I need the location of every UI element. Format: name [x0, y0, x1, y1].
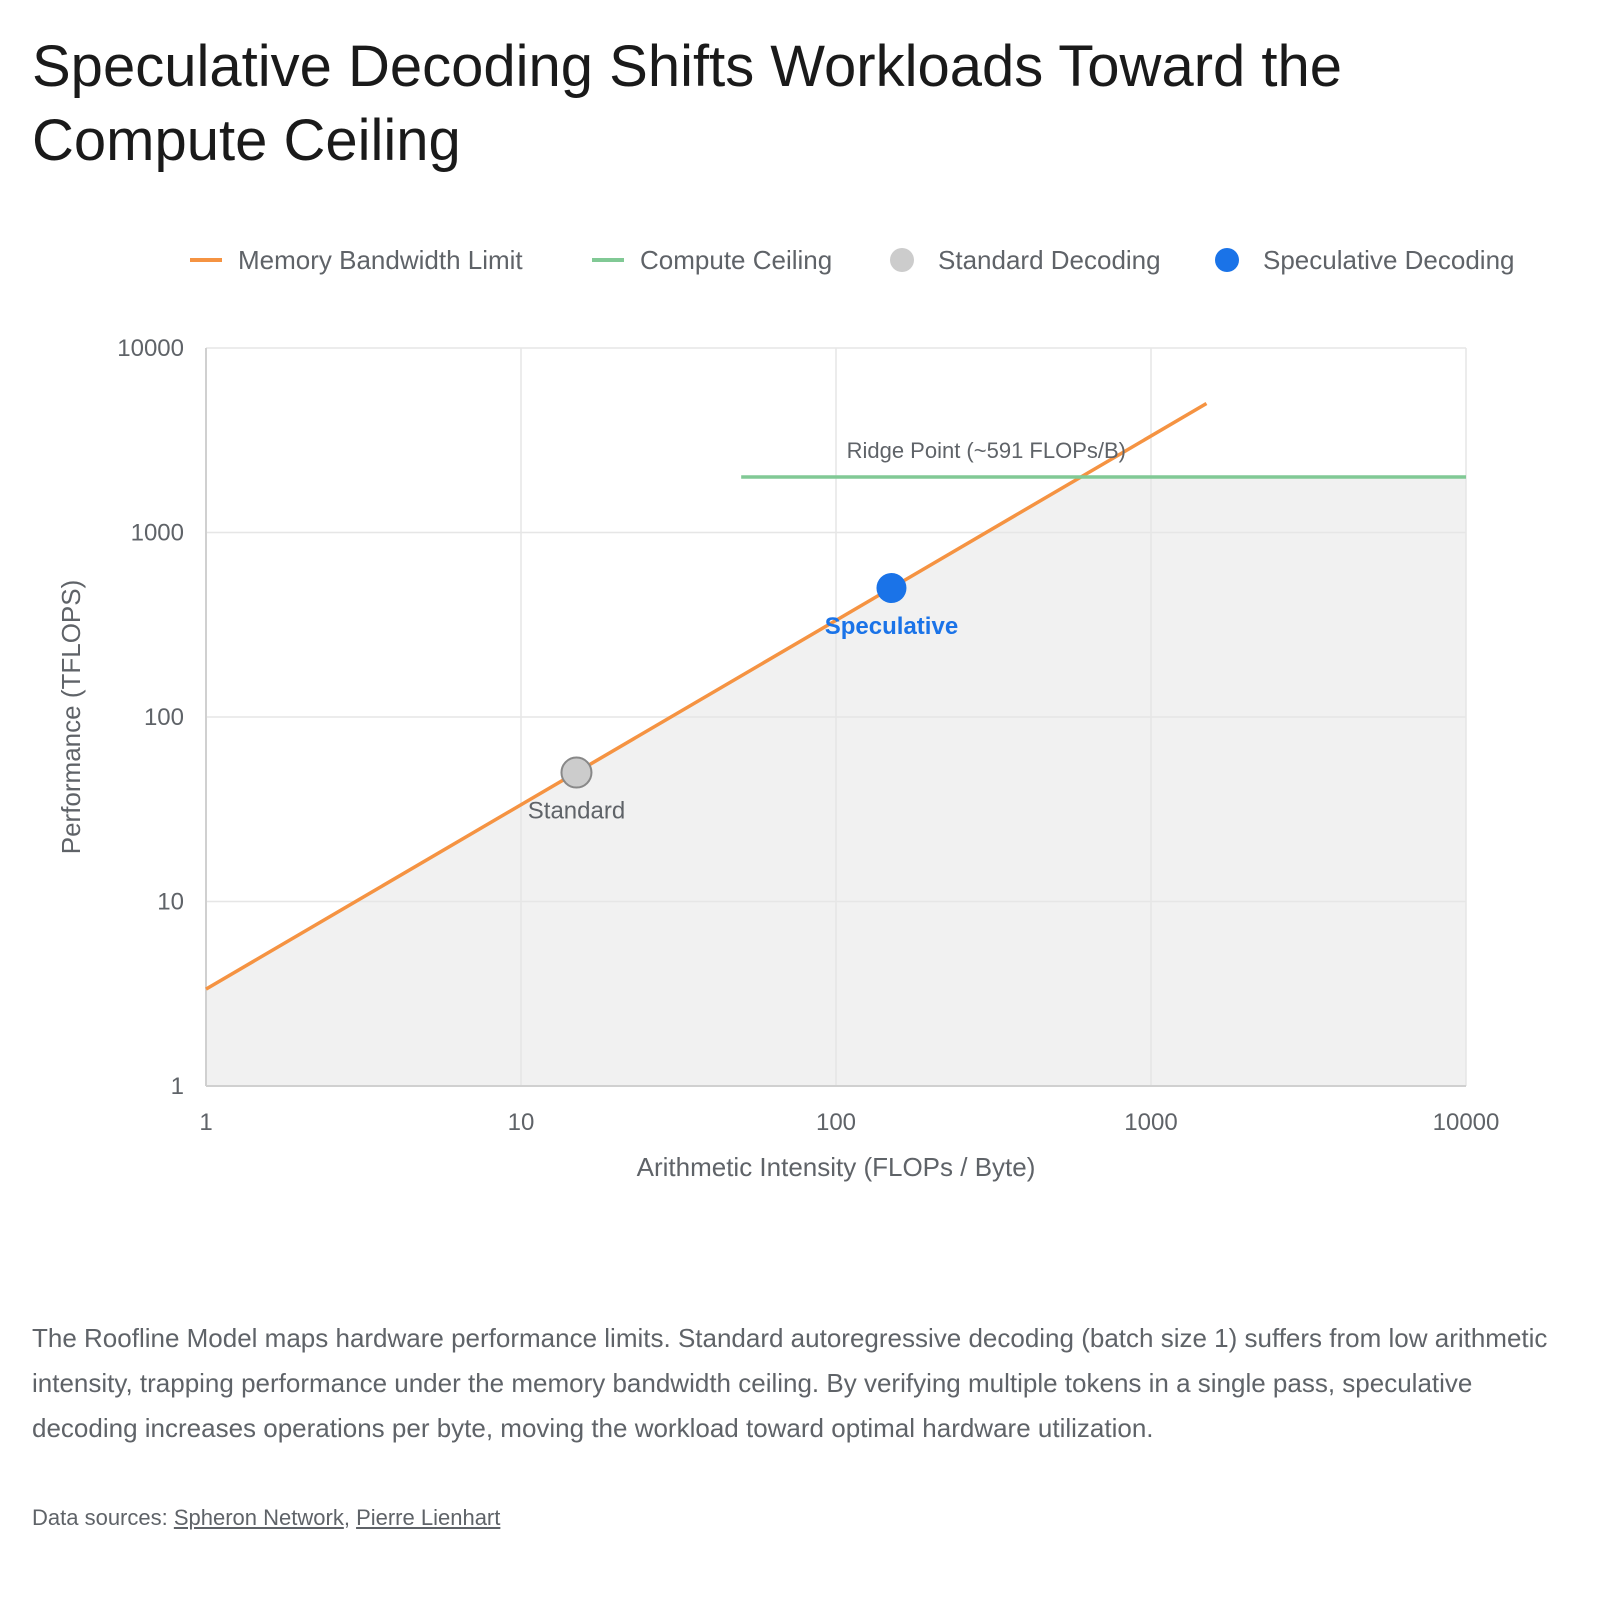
source-link-spheron-network[interactable]: Spheron Network	[173, 1505, 344, 1530]
chart-legend: Memory Bandwidth Limit Compute Ceiling Sta…	[190, 245, 1515, 275]
sources-prefix: Data sources:	[32, 1505, 174, 1530]
y-axis-title: Performance (TFLOPS)	[56, 580, 86, 855]
y-tick-label: 10000	[117, 335, 184, 362]
source-link-pierre-lienhart[interactable]: Pierre Lienhart	[356, 1505, 501, 1530]
speculative-decoding-point	[876, 573, 907, 604]
legend-label-speculative-decoding: Speculative Decoding	[1263, 245, 1515, 275]
x-tick-label: 1	[199, 1109, 212, 1136]
standard-decoding-point	[560, 756, 593, 789]
x-tick-label: 100	[816, 1109, 856, 1136]
legend-label-memory-bandwidth-limit: Memory Bandwidth Limit	[238, 245, 523, 275]
x-tick-label: 1000	[1124, 1109, 1177, 1136]
standard-decoding-label: Standard	[528, 798, 625, 825]
memory-bandwidth-limit-line	[205, 402, 1208, 991]
legend-swatch-standard-decoding	[890, 248, 914, 272]
ridge-point-annotation: Ridge Point (~591 FLOPs/B)	[847, 438, 1126, 463]
data-sources: Data sources: Spheron Network, Pierre Li…	[32, 1505, 500, 1531]
y-tick-label: 1000	[131, 520, 184, 547]
y-tick-label: 1	[171, 1073, 184, 1100]
legend-swatch-speculative-decoding	[1215, 248, 1239, 272]
page-title: Speculative Decoding Shifts Workloads To…	[32, 34, 1343, 173]
x-tick-label: 10000	[1433, 1109, 1500, 1136]
y-tick-label: 100	[144, 704, 184, 731]
x-axis-title: Arithmetic Intensity (FLOPs / Byte)	[637, 1152, 1036, 1182]
y-tick-label: 10	[157, 889, 184, 916]
legend-label-standard-decoding: Standard Decoding	[938, 245, 1161, 275]
x-tick-label: 10	[508, 1109, 535, 1136]
sources-separator: ,	[343, 1505, 357, 1530]
legend-label-compute-ceiling: Compute Ceiling	[640, 245, 832, 275]
chart-description: The Roofline Model maps hardware perform…	[32, 1323, 1548, 1443]
speculative-decoding-label: Speculative	[825, 613, 958, 640]
plot-area: 1 10 100 1000 10000 1 10 100 1000 10000 Arithmetic…	[56, 335, 1499, 1182]
roofline-chart: Memory Bandwidth Limit Compute Ceiling Sta…	[56, 245, 1515, 1182]
